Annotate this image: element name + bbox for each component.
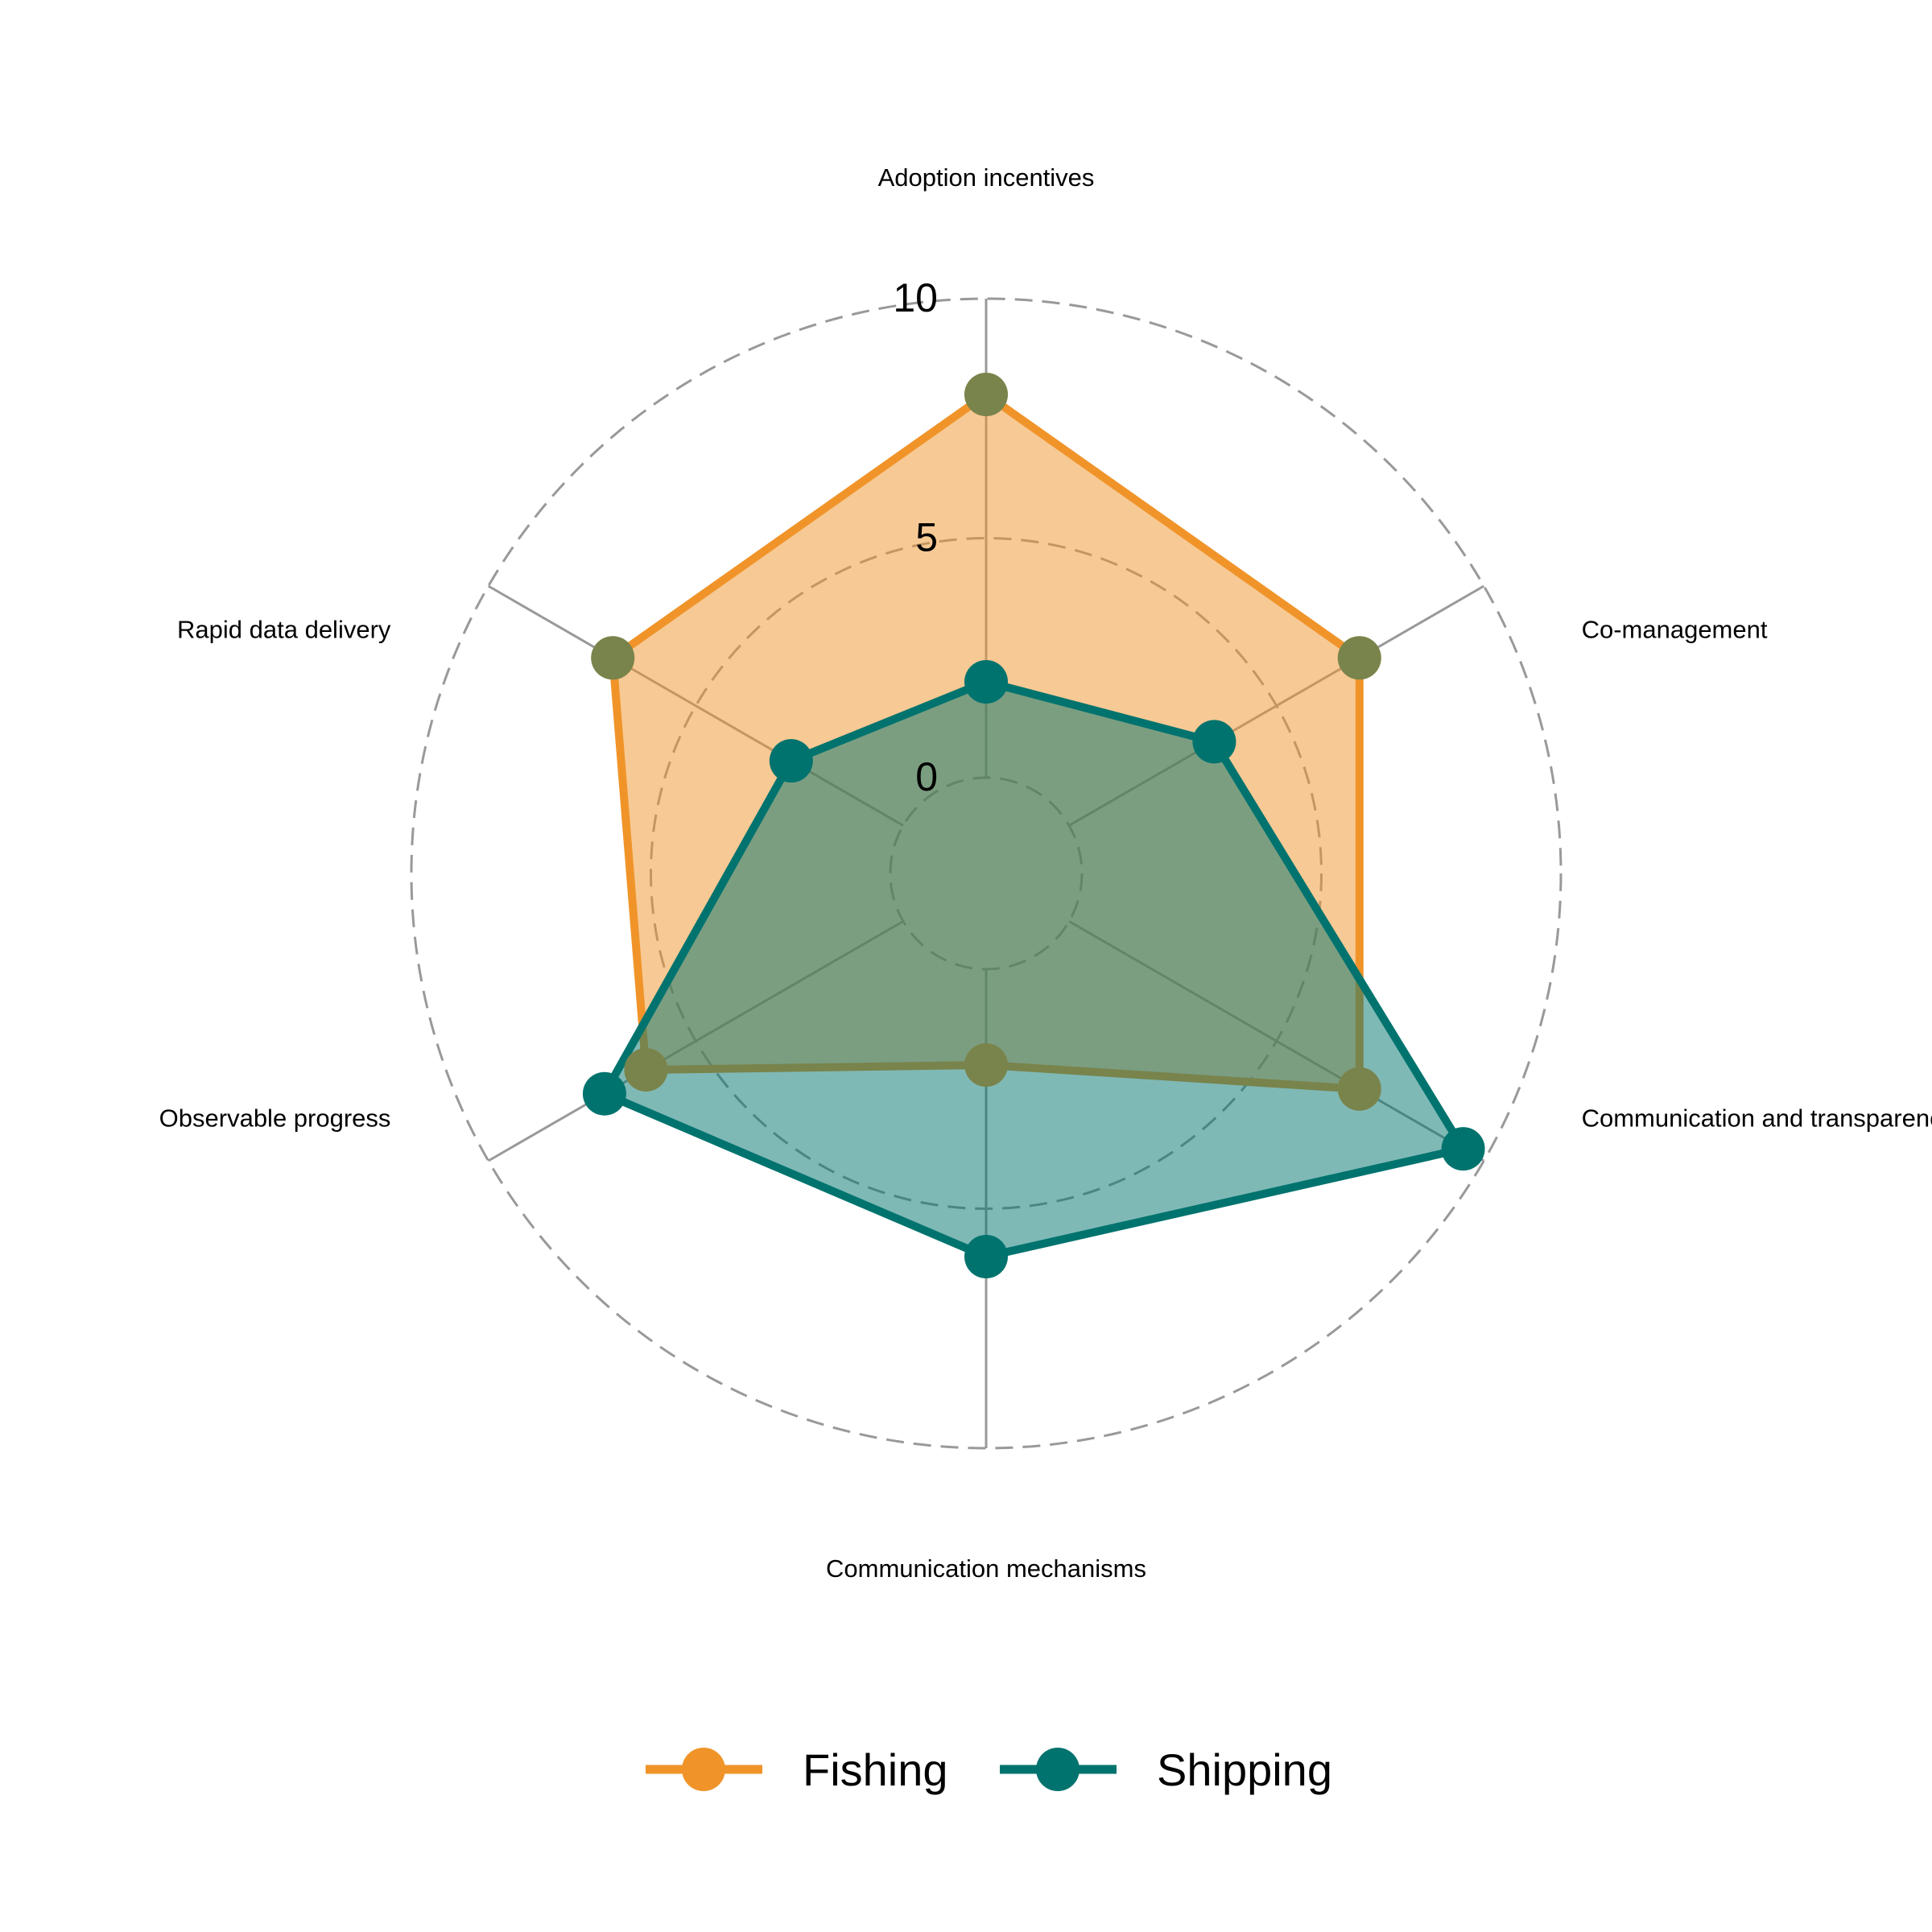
point-overlap-co-management (1337, 636, 1381, 680)
tick-label-0: 0 (915, 754, 938, 799)
point-overlap-adoption-incentives (964, 373, 1008, 416)
grid-circle-10 (410, 297, 1563, 1450)
point-shipping-communication-mechanisms (964, 1235, 1008, 1278)
axis-label-communication-and-transparency: Communication and transparency (1582, 1104, 1932, 1132)
tick-label-10: 10 (893, 275, 938, 320)
axis-label-co-management: Co-management (1582, 616, 1768, 644)
point-shipping-observable-progress (582, 1071, 626, 1116)
point-shipping-adoption-incentives (964, 660, 1008, 704)
point-overlap-rapid-data-delivery (591, 636, 635, 680)
point-overlap-observable-progress (624, 1047, 668, 1092)
legend-marker-shipping (1036, 1748, 1080, 1791)
legend-label-fishing: Fishing (803, 1744, 948, 1795)
axis-label-observable-progress: Observable progress (159, 1104, 391, 1132)
series-layer (582, 373, 1485, 1278)
axis-label-rapid-data-delivery: Rapid data delivery (177, 616, 391, 644)
legend: Fishing Shipping (646, 1744, 1332, 1795)
point-shipping-co-management (1192, 720, 1236, 764)
legend-label-shipping: Shipping (1157, 1744, 1332, 1795)
point-shipping-rapid-data-delivery (769, 739, 813, 783)
point-shipping-communication-and-transparency (1441, 1127, 1485, 1171)
axis-label-communication-mechanisms: Communication mechanisms (826, 1554, 1146, 1583)
legend-marker-fishing (682, 1748, 725, 1791)
point-overlap-communication-mechanisms (964, 1043, 1008, 1087)
tick-labels: 0 5 10 (893, 275, 938, 799)
point-overlap-communication-and-transparency (1337, 1067, 1381, 1111)
tick-label-5: 5 (915, 515, 938, 560)
axis-label-adoption-incentives: Adoption incentives (878, 163, 1095, 192)
axis-labels: Adoption incentives Co-management Communic… (159, 163, 1932, 1583)
